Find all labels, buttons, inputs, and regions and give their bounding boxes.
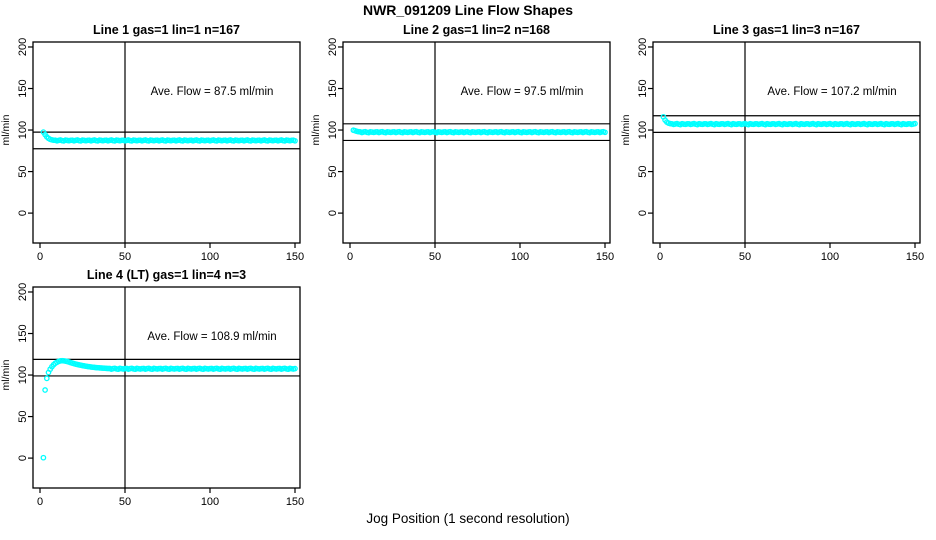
svg-text:100: 100 [821,251,839,263]
x-axis-ticks: 0 50 100 150 [657,243,924,263]
svg-text:0: 0 [347,251,353,263]
svg-text:0: 0 [37,251,43,263]
y-axis-unit-label: ml/min [620,114,632,145]
plot-box [342,41,611,244]
plot-box [32,41,301,244]
svg-text:150: 150 [596,251,614,263]
svg-text:150: 150 [327,79,339,97]
svg-text:100: 100 [201,251,219,263]
x-axis-ticks: 0 50 100 150 [347,243,614,263]
panel-title-text: Line 4 (LT) gas=1 lin=4 n=3 [87,268,246,282]
panel-title-text: Line 1 gas=1 lin=1 n=167 [93,23,240,37]
svg-text:100: 100 [17,366,29,384]
panel-line-4: Line 4 (LT) gas=1 lin=4 n=3 Ave. Flow = 1… [0,265,312,510]
svg-text:150: 150 [286,251,304,263]
ave-flow-annotation: Ave. Flow = 108.9 ml/min [147,331,276,343]
plot-box [32,286,301,489]
svg-text:150: 150 [17,79,29,97]
svg-text:0: 0 [637,210,649,216]
panel-line-1: Line 1 gas=1 lin=1 n=167 Ave. Flow = 87.5… [0,20,312,265]
svg-text:50: 50 [739,251,751,263]
svg-text:50: 50 [17,410,29,422]
svg-text:0: 0 [327,210,339,216]
data-points [40,129,298,144]
y-axis-unit-label: ml/min [0,359,12,390]
svg-text:100: 100 [327,121,339,139]
ave-flow-annotation: Ave. Flow = 87.5 ml/min [151,86,274,98]
svg-text:100: 100 [201,496,219,508]
panel-title-text: Line 3 gas=1 lin=3 n=167 [713,23,860,37]
data-points [350,127,608,136]
plot-box [652,41,921,244]
y-axis-unit-label: ml/min [0,114,12,145]
svg-text:150: 150 [906,251,924,263]
svg-text:150: 150 [17,324,29,342]
data-points [660,113,918,128]
panel-plot-svg: Line 4 (LT) gas=1 lin=4 n=3 Ave. Flow = 1… [0,268,304,508]
svg-text:0: 0 [17,210,29,216]
svg-text:100: 100 [637,121,649,139]
svg-text:100: 100 [17,121,29,139]
svg-text:50: 50 [637,165,649,177]
svg-text:50: 50 [119,251,131,263]
panel-plot-svg: Line 3 gas=1 lin=3 n=167 Ave. Flow = 107.… [620,23,924,263]
ave-flow-annotation: Ave. Flow = 107.2 ml/min [767,86,896,98]
svg-text:150: 150 [637,79,649,97]
svg-text:0: 0 [17,455,29,461]
y-axis-unit-label: ml/min [310,114,322,145]
svg-text:150: 150 [286,496,304,508]
svg-text:200: 200 [17,283,29,301]
svg-text:50: 50 [119,496,131,508]
svg-text:200: 200 [17,38,29,56]
panel-plot-svg: Line 2 gas=1 lin=2 n=168 Ave. Flow = 97.5… [310,23,614,263]
panel-plot-svg: Line 1 gas=1 lin=1 n=167 Ave. Flow = 87.5… [0,23,304,263]
y-axis-ticks: 0 50 100 150 200 [17,38,33,216]
panel-line-2: Line 2 gas=1 lin=2 n=168 Ave. Flow = 97.5… [310,20,622,265]
svg-text:0: 0 [657,251,663,263]
x-axis-ticks: 0 50 100 150 [37,243,304,263]
svg-text:50: 50 [327,165,339,177]
y-axis-ticks: 0 50 100 150 200 [327,38,343,216]
svg-text:100: 100 [511,251,529,263]
svg-text:200: 200 [637,38,649,56]
ave-flow-annotation: Ave. Flow = 97.5 ml/min [461,86,584,98]
svg-text:50: 50 [17,165,29,177]
data-points [40,357,298,461]
y-axis-ticks: 0 50 100 150 200 [637,38,653,216]
x-axis-label: Jog Position (1 second resolution) [366,511,570,526]
svg-text:50: 50 [429,251,441,263]
main-title: NWR_091209 Line Flow Shapes [362,2,574,18]
x-axis-ticks: 0 50 100 150 [37,488,304,508]
y-axis-ticks: 0 50 100 150 200 [17,283,33,461]
svg-text:200: 200 [327,38,339,56]
svg-text:0: 0 [37,496,43,508]
panel-line-3: Line 3 gas=1 lin=3 n=167 Ave. Flow = 107.… [620,20,932,265]
panel-title-text: Line 2 gas=1 lin=2 n=168 [403,23,550,37]
